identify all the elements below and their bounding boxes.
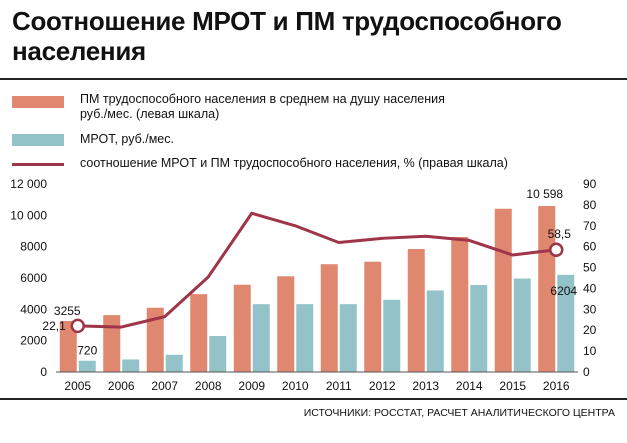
legend-label: ПМ трудоспособного населения в среднем н… xyxy=(80,92,445,121)
x-tick-label: 2006 xyxy=(108,379,135,393)
x-tick-label: 2005 xyxy=(64,379,91,393)
y-right-tick-label: 50 xyxy=(583,261,597,275)
bar-minwage xyxy=(252,304,270,372)
y-left-tick-label: 0 xyxy=(40,365,47,379)
legend-swatch-line xyxy=(12,163,64,166)
footer-divider xyxy=(0,398,627,400)
ratio-line xyxy=(76,211,558,329)
legend-swatch-salmon xyxy=(12,96,64,108)
y-left-tick-label: 8000 xyxy=(20,240,47,254)
x-tick-label: 2009 xyxy=(238,379,265,393)
series-minwage-bars xyxy=(78,274,575,372)
bar-subsistence xyxy=(59,321,77,372)
bar-minwage xyxy=(165,354,183,372)
bar-subsistence xyxy=(146,307,164,372)
bar-minwage xyxy=(557,274,575,372)
x-tick-label: 2016 xyxy=(543,379,570,393)
title-divider xyxy=(0,78,627,80)
series-subsistence-bars xyxy=(59,205,556,372)
y-left-tick-label: 10 000 xyxy=(10,208,47,222)
bar-minwage xyxy=(78,360,96,372)
bar-subsistence xyxy=(103,315,121,372)
y-left-tick-label: 12 000 xyxy=(10,177,47,191)
data-labels: 3255 720 22,1 10 598 58,5 6204 xyxy=(42,187,577,358)
data-label: 58,5 xyxy=(548,227,572,241)
y-right-tick-label: 70 xyxy=(583,219,597,233)
bar-subsistence xyxy=(277,276,295,372)
bar-minwage xyxy=(426,290,444,372)
y-left-tick-label: 6000 xyxy=(20,271,47,285)
y-right-tick-label: 90 xyxy=(583,177,597,191)
series-ratio-line xyxy=(76,211,558,329)
bar-minwage xyxy=(470,284,488,372)
legend-label: МРОТ, руб./мес. xyxy=(80,132,174,146)
legend-swatch-teal xyxy=(12,134,64,146)
line-marker xyxy=(549,242,564,258)
x-tick-label: 2008 xyxy=(195,379,222,393)
bar-minwage xyxy=(209,335,227,372)
bar-minwage xyxy=(296,304,314,372)
x-tick-label: 2015 xyxy=(499,379,526,393)
y-right-tick-label: 80 xyxy=(583,198,597,212)
bar-subsistence xyxy=(451,236,469,372)
line-marker xyxy=(70,318,85,334)
y-right-tick-label: 40 xyxy=(583,281,597,295)
source-note: ИСТОЧНИКИ: РОССТАТ, РАСЧЕТ АНАЛИТИЧЕСКОГ… xyxy=(303,407,615,419)
data-label: 3255 xyxy=(54,304,81,318)
x-tick-label: 2010 xyxy=(282,379,309,393)
data-label: 720 xyxy=(77,344,97,358)
y-right-tick-label: 20 xyxy=(583,323,597,337)
x-tick-label: 2013 xyxy=(412,379,439,393)
y-right-tick-label: 0 xyxy=(583,365,590,379)
y-right-tick-label: 60 xyxy=(583,240,597,254)
legend-label: соотношение МРОТ и ПМ трудоспособного на… xyxy=(80,156,508,170)
bar-subsistence xyxy=(494,208,512,372)
bar-minwage xyxy=(513,278,531,372)
axes: 0 2000 4000 6000 8000 10 000 12 000 0 10 20 30 40 50… xyxy=(10,177,596,393)
data-label: 10 598 xyxy=(526,187,563,201)
chart-title: Соотношение МРОТ и ПМ трудоспособного на… xyxy=(12,6,562,66)
data-label: 6204 xyxy=(550,284,577,298)
x-tick-label: 2011 xyxy=(326,379,352,393)
bar-minwage xyxy=(339,304,357,372)
x-tick-label: 2014 xyxy=(456,379,483,393)
bar-subsistence xyxy=(190,294,208,372)
data-label: 22,1 xyxy=(42,319,66,333)
bar-subsistence xyxy=(320,264,338,372)
bar-minwage xyxy=(383,299,401,372)
bar-subsistence xyxy=(407,249,425,372)
bar-subsistence xyxy=(364,261,382,372)
chart-canvas: 0 2000 4000 6000 8000 10 000 12 000 0 10 20 30 40 50… xyxy=(10,177,596,393)
y-left-tick-label: 4000 xyxy=(20,302,47,316)
y-right-tick-label: 10 xyxy=(583,344,597,358)
y-right-tick-label: 30 xyxy=(583,302,597,316)
bar-subsistence xyxy=(233,284,251,372)
bar-minwage xyxy=(122,359,140,372)
y-left-tick-label: 2000 xyxy=(20,334,47,348)
x-tick-label: 2012 xyxy=(369,379,396,393)
x-tick-label: 2007 xyxy=(151,379,178,393)
